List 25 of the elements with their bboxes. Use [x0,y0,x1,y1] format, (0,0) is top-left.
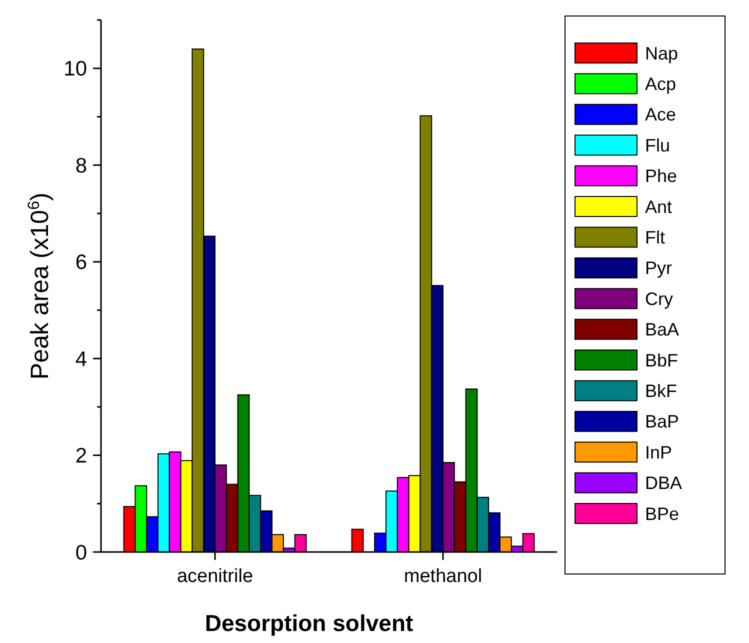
legend-label: Cry [645,288,673,309]
x-axis-title: Desorption solvent [204,610,414,636]
y-tick-label: 8 [75,154,87,178]
legend-label: BaP [645,412,680,432]
legend-label: Ant [645,196,672,217]
legend-label: Nap [645,43,678,64]
x-tick-label: methanol [404,566,482,587]
x-tick-label: acenitrile [176,566,254,587]
legend-label: Phe [645,166,678,186]
legend-label: DBA [645,473,682,494]
y-tick-label: 6 [75,251,87,274]
y-tick-label: 4 [75,348,88,371]
legend-label: BkF [645,381,678,401]
legend-label: BbF [645,350,678,370]
y-tick-label: 10 [64,58,87,81]
legend-label: BaA [645,320,680,340]
legend-label: Flu [645,135,670,156]
legend-label: Acp [645,74,676,94]
y-tick-label: 0 [75,541,87,564]
legend-label: Pyr [645,258,672,278]
legend-label: InP [645,442,672,462]
y-tick-label: 2 [75,444,87,468]
legend-label: Flt [645,228,665,248]
legend-label: Ace [645,104,676,125]
legend-label: BPe [645,504,680,524]
